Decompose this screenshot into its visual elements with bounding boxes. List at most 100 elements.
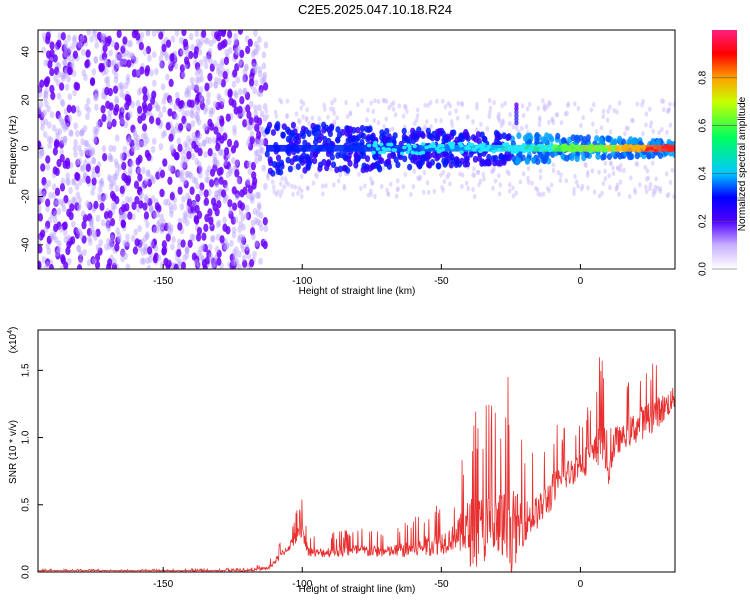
- band-blob: [560, 137, 567, 144]
- noise-blob: [74, 158, 80, 166]
- noise-blob: [216, 219, 222, 227]
- noise-blob: [169, 165, 174, 173]
- spectrogram-x-tick-label: -150: [153, 276, 173, 287]
- band-halo-blob: [601, 180, 606, 187]
- noise-blob: [73, 150, 78, 158]
- noise-blob: [207, 243, 213, 251]
- noise-blob: [207, 72, 213, 82]
- noise-blob: [204, 176, 209, 184]
- noise-blob: [171, 111, 177, 120]
- noise-blob: [109, 60, 115, 68]
- band-highlight: [436, 149, 442, 154]
- noise-blob: [185, 192, 190, 200]
- noise-blob: [255, 218, 261, 226]
- noise-blob: [136, 167, 142, 175]
- band-halo-blob: [535, 186, 540, 193]
- noise-blob: [239, 49, 245, 59]
- noise-blob: [212, 260, 218, 268]
- noise-blob: [38, 188, 43, 196]
- band-halo-blob: [479, 121, 483, 128]
- noise-blob: [121, 152, 127, 161]
- noise-blob: [200, 243, 206, 251]
- noise-blob: [246, 177, 251, 185]
- band-blob: [434, 128, 441, 136]
- band-halo-blob: [442, 178, 447, 185]
- noise-blob: [82, 214, 88, 223]
- band-blob: [300, 125, 307, 133]
- noise-blob: [125, 77, 131, 85]
- noise-blob: [252, 207, 258, 216]
- band-highlight: [514, 149, 519, 154]
- noise-blob: [147, 246, 153, 255]
- noise-blob: [129, 52, 135, 60]
- band-halo-blob: [537, 117, 542, 123]
- noise-blob: [250, 219, 256, 228]
- noise-blob: [190, 83, 196, 91]
- noise-blob: [214, 76, 219, 84]
- noise-blob: [263, 225, 269, 233]
- noise-blob: [144, 232, 150, 241]
- spectrogram-x-tick-label: -100: [292, 276, 312, 287]
- noise-blob: [111, 118, 117, 128]
- noise-blob: [135, 69, 141, 77]
- noise-blob: [86, 30, 92, 36]
- noise-blob: [60, 99, 66, 108]
- noise-blob: [95, 125, 100, 133]
- noise-blob: [106, 35, 112, 44]
- noise-blob: [256, 201, 262, 210]
- noise-blob: [113, 158, 119, 166]
- noise-blob: [181, 30, 187, 37]
- noise-blob: [195, 107, 201, 115]
- band-halo-blob: [423, 102, 427, 108]
- noise-blob: [39, 79, 45, 88]
- band-halo-blob: [264, 108, 269, 114]
- band-blob: [450, 157, 456, 165]
- band-halo-blob: [389, 102, 394, 108]
- noise-blob: [144, 231, 150, 239]
- band-highlight: [405, 150, 410, 155]
- noise-blob: [203, 189, 209, 198]
- noise-blob: [81, 69, 87, 77]
- noise-blob: [209, 63, 215, 72]
- noise-blob: [62, 59, 67, 67]
- noise-blob: [244, 243, 250, 252]
- noise-blob: [233, 106, 239, 115]
- noise-blob: [116, 232, 122, 240]
- noise-blob: [155, 117, 161, 126]
- band-halo-blob: [536, 191, 541, 197]
- noise-blob: [182, 210, 188, 218]
- noise-blob: [152, 79, 157, 87]
- band-blob: [443, 151, 449, 159]
- band-halo-blob: [447, 171, 451, 178]
- noise-blob: [201, 259, 208, 268]
- noise-blob: [180, 261, 186, 269]
- noise-blob: [151, 30, 157, 37]
- noise-blob: [90, 225, 95, 233]
- noise-blob: [248, 123, 253, 132]
- noise-blob: [197, 41, 203, 49]
- band-halo-blob: [476, 169, 481, 175]
- spur-blob: [514, 102, 519, 108]
- noise-blob: [55, 132, 61, 141]
- noise-blob: [73, 81, 79, 91]
- noise-blob: [123, 121, 129, 129]
- spectrogram-y-tick-label: 40: [21, 46, 32, 58]
- noise-blob: [93, 89, 99, 99]
- band-blob: [655, 139, 661, 146]
- noise-blob: [89, 77, 96, 86]
- noise-blob: [237, 30, 244, 35]
- noise-blob: [108, 183, 114, 191]
- noise-blob: [227, 47, 233, 55]
- noise-blob: [237, 88, 243, 96]
- noise-blob: [221, 243, 228, 252]
- noise-blob: [255, 209, 261, 218]
- noise-blob: [100, 92, 106, 100]
- band-halo-blob: [373, 193, 377, 200]
- noise-blob: [222, 216, 227, 224]
- band-highlight: [507, 146, 512, 151]
- noise-blob: [167, 176, 173, 186]
- noise-blob: [44, 87, 49, 95]
- noise-blob: [188, 33, 194, 41]
- noise-blob: [157, 219, 162, 227]
- noise-blob: [107, 210, 113, 219]
